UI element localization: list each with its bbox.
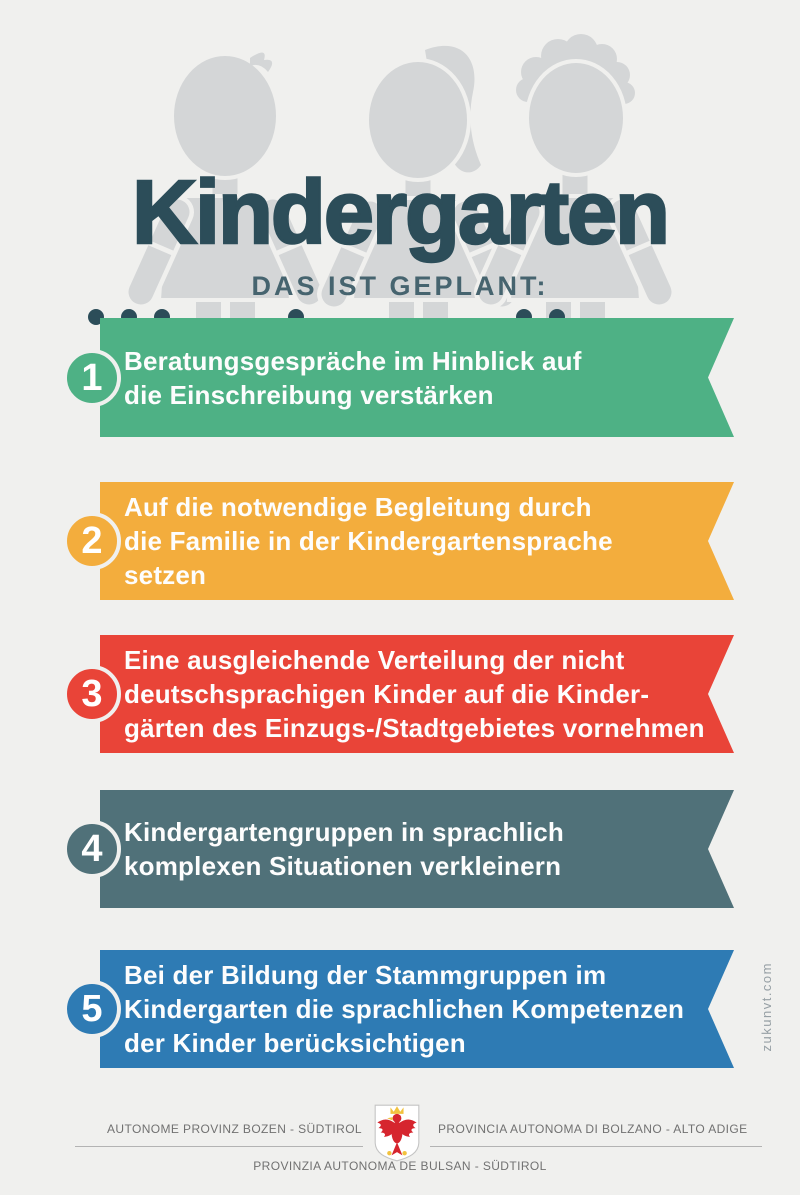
child-girl-silhouette <box>317 45 519 332</box>
footer-divider-left <box>75 1146 363 1147</box>
plan-item-4-text-line-1: Kindergartengruppen in sprachlich <box>124 817 564 847</box>
plan-item-4: Kindergartengruppen in sprachlich komple… <box>63 790 734 908</box>
plan-item-3-text-line-3: gärten des Einzugs-/Stadtgebietes vorneh… <box>124 713 705 743</box>
plan-item-1-number: 1 <box>81 356 103 399</box>
plan-item-1-text-line-1: Beratungsgespräche im Hinblick auf <box>124 345 582 376</box>
footer-divider-right <box>430 1146 762 1147</box>
plan-item-3-text-line-2: deutschsprachigen Kinder auf die Kinder- <box>124 679 650 709</box>
footer-label-italian: PROVINCIA AUTONOMA DI BOLZANO - ALTO ADI… <box>438 1122 748 1136</box>
children-silhouettes-illustration <box>88 34 676 332</box>
page-title: Kindergarten <box>131 163 672 263</box>
plan-item-5-number-badge: 5 <box>63 980 121 1038</box>
plan-item-2-text-line-3: setzen <box>124 560 207 590</box>
plan-item-1: Beratungsgespräche im Hinblick auf die E… <box>63 318 734 437</box>
plan-item-5-text-line-2: Kindergarten die sprachlichen Kompetenze… <box>124 994 685 1024</box>
plan-item-5-number: 5 <box>81 988 103 1030</box>
plan-item-1-number-badge: 1 <box>63 348 121 407</box>
south-tyrol-coat-of-arms-icon <box>374 1104 420 1162</box>
plan-item-2-number-badge: 2 <box>63 512 121 570</box>
plan-item-3-ribbon: Eine ausgleichende Verteilung der nicht … <box>100 635 734 753</box>
footer-label-german: AUTONOME PROVINZ BOZEN - SÜDTIROL <box>107 1122 362 1136</box>
plan-item-2: Auf die notwendige Begleitung durch die … <box>63 482 734 600</box>
page-subtitle: DAS IST GEPLANT: <box>251 271 549 301</box>
plan-item-3-text-line-1: Eine ausgleichende Verteilung der nicht <box>124 645 625 675</box>
plan-item-1-text-line-2: die Einschreibung verstärken <box>124 379 494 410</box>
plan-item-3-number: 3 <box>81 673 103 715</box>
plan-item-5: Bei der Bildung der Stammgruppen im Kind… <box>63 950 734 1068</box>
plan-item-3: Eine ausgleichende Verteilung der nicht … <box>63 635 734 753</box>
plan-item-4-number: 4 <box>81 828 103 870</box>
child-curly-hair-silhouette <box>474 34 676 332</box>
plan-item-3-number-badge: 3 <box>63 665 121 723</box>
footer-label-ladin: PROVINZIA AUTONOMA DE BULSAN - SÜDTIROL <box>253 1159 547 1173</box>
plan-item-2-text-line-2: die Familie in der Kindergartensprache <box>124 526 613 556</box>
plan-item-4-text-line-2: komplexen Situationen verkleinern <box>124 851 562 881</box>
watermark-url: zukunvt.com <box>759 962 774 1052</box>
plan-item-5-ribbon: Bei der Bildung der Stammgruppen im Kind… <box>100 950 734 1068</box>
plan-item-4-number-badge: 4 <box>63 820 121 878</box>
plan-item-5-text-line-3: der Kinder berücksichtigen <box>124 1028 466 1058</box>
plan-item-2-number: 2 <box>81 520 103 562</box>
plan-item-5-text-line-1: Bei der Bildung der Stammgruppen im <box>124 960 607 990</box>
plan-item-2-ribbon: Auf die notwendige Begleitung durch die … <box>100 482 734 600</box>
plan-item-2-text-line-1: Auf die notwendige Begleitung durch <box>124 492 592 522</box>
plan-item-1-ribbon: Beratungsgespräche im Hinblick auf die E… <box>100 318 734 437</box>
plan-item-4-ribbon: Kindergartengruppen in sprachlich komple… <box>100 790 734 908</box>
child-boy-silhouette <box>124 52 326 332</box>
